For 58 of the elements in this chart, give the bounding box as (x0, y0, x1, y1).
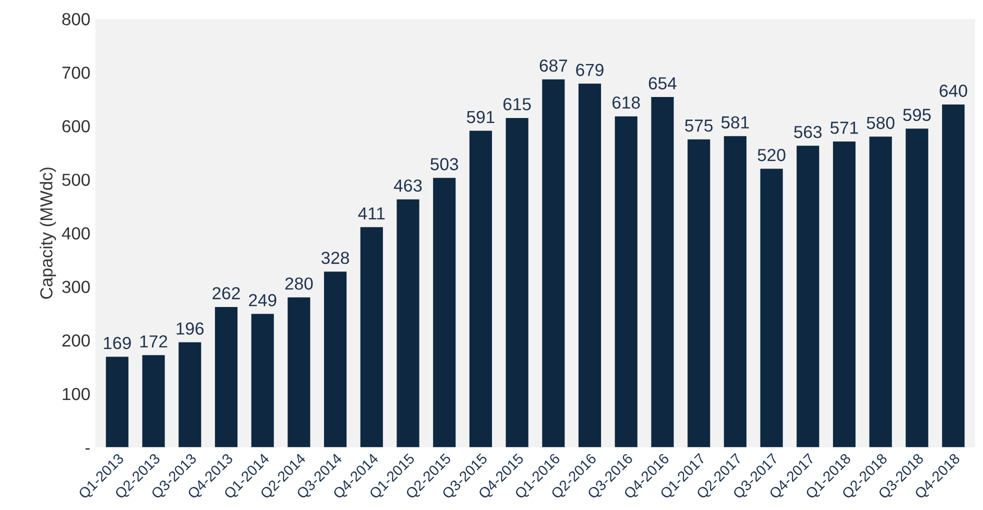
data-label: 196 (176, 322, 204, 335)
bar (324, 272, 347, 448)
bar (760, 168, 783, 448)
bar (396, 199, 420, 448)
data-label: 581 (721, 116, 749, 129)
bar (288, 297, 310, 448)
bar (942, 104, 965, 448)
data-label: 411 (358, 207, 385, 220)
y-tick-label: 700 (62, 66, 90, 79)
bar (178, 342, 202, 448)
y-tick-label: 800 (62, 13, 90, 26)
data-label: 172 (140, 335, 168, 348)
data-label: 503 (430, 158, 458, 170)
data-label: 262 (212, 287, 240, 300)
data-label: 520 (758, 148, 786, 162)
bar (469, 130, 492, 448)
data-label: 580 (866, 116, 894, 130)
bar (688, 139, 710, 448)
data-label: 575 (685, 120, 713, 132)
data-label: 280 (285, 277, 313, 290)
bar (651, 97, 674, 448)
data-label: 654 (648, 77, 676, 90)
bar (506, 118, 528, 448)
bar (214, 306, 238, 448)
bar (433, 178, 456, 448)
y-tick-label: 500 (62, 174, 90, 186)
bar (251, 314, 274, 448)
bar (142, 355, 165, 448)
y-tick-label: 600 (62, 120, 90, 132)
bar (832, 142, 856, 448)
data-label: 640 (940, 84, 968, 97)
data-label: 618 (612, 96, 640, 109)
bar (360, 227, 383, 448)
data-label: 595 (903, 108, 931, 122)
data-label: 249 (248, 294, 276, 306)
data-label: 169 (104, 336, 131, 350)
data-label: 328 (321, 252, 350, 264)
data-label: 571 (830, 122, 858, 134)
bar (614, 116, 638, 448)
data-label: 563 (794, 126, 822, 138)
data-label: 463 (394, 179, 422, 192)
y-tick-label: - (85, 448, 90, 450)
data-label: 615 (503, 98, 531, 110)
y-tick-label: 100 (62, 388, 90, 400)
data-label: 687 (540, 59, 568, 72)
bar (106, 356, 128, 448)
bar (796, 146, 820, 448)
data-label: 591 (466, 110, 494, 124)
y-tick-label: 300 (62, 280, 90, 294)
bar (906, 128, 928, 448)
bar (869, 136, 892, 448)
y-tick-label: 200 (62, 334, 90, 347)
bar (578, 84, 602, 448)
bar (542, 79, 565, 448)
y-axis-title: Capacity (MWdc) (40, 168, 56, 299)
data-label: 679 (576, 64, 604, 76)
y-tick-label: 400 (62, 227, 90, 240)
bar (724, 136, 746, 448)
